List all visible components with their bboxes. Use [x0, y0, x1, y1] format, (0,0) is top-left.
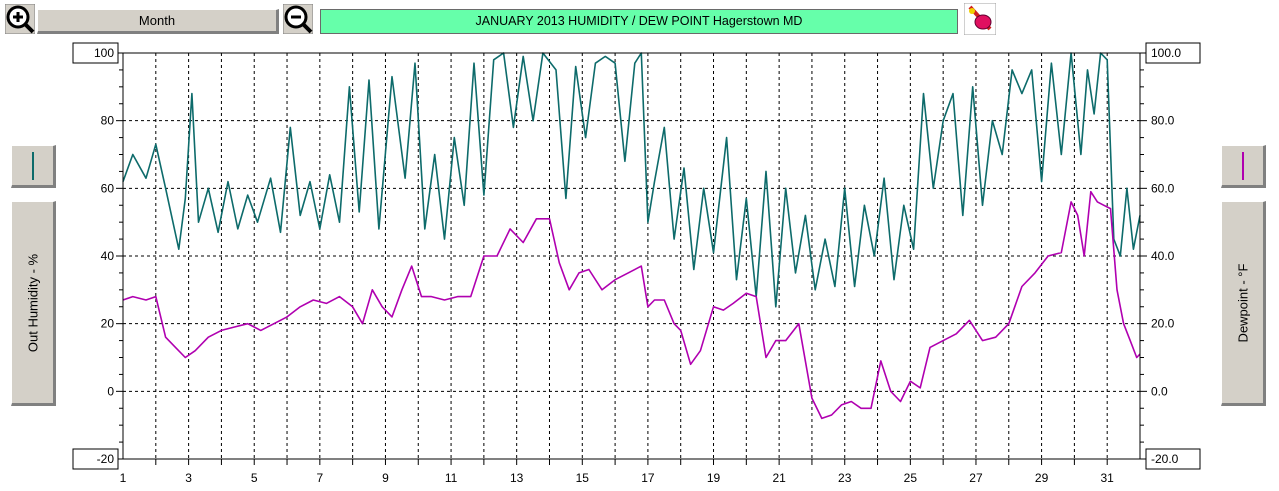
- paint-icon: [963, 2, 997, 36]
- left-tick-label: 0: [107, 384, 114, 398]
- right-tick-box: [1145, 448, 1201, 470]
- x-tick-label: 25: [904, 471, 918, 485]
- paint-button[interactable]: [963, 2, 997, 36]
- x-tick-label: 1: [120, 471, 127, 485]
- left-tick-box: [72, 448, 119, 470]
- dewpoint-series-line: [122, 190, 1141, 420]
- left-tick-label: 20: [101, 317, 115, 331]
- x-tick-label: 27: [969, 471, 983, 485]
- right-tick-label: 80.0: [1151, 114, 1175, 128]
- right-tick-label: 100.0: [1151, 46, 1181, 60]
- x-tick-label: 29: [1035, 471, 1049, 485]
- left-tick-box: [72, 42, 119, 64]
- right-tick-label: 20.0: [1151, 317, 1175, 331]
- right-tick-label: -20.0: [1151, 452, 1179, 466]
- x-tick-label: 9: [382, 471, 389, 485]
- dewpoint-swatch-line: [1242, 152, 1244, 180]
- right-axis-label-button[interactable]: Dewpoint - °F: [1221, 201, 1266, 406]
- x-tick-label: 3: [185, 471, 192, 485]
- dewpoint-legend-swatch[interactable]: [1221, 145, 1266, 188]
- chart-title: JANUARY 2013 HUMIDITY / DEW POINT Hagers…: [320, 9, 958, 34]
- right-tick-label: 0.0: [1151, 384, 1168, 398]
- left-tick-label: 60: [101, 181, 115, 195]
- x-tick-label: 7: [316, 471, 323, 485]
- left-tick-label: -20: [97, 452, 115, 466]
- zoom-out-button[interactable]: [282, 3, 314, 35]
- x-tick-label: 31: [1101, 471, 1115, 485]
- left-axis-label-button[interactable]: Out Humidity - %: [11, 201, 56, 406]
- right-tick-box: [1145, 42, 1201, 64]
- x-tick-label: 23: [838, 471, 852, 485]
- left-tick-label: 80: [101, 114, 115, 128]
- zoom-in-button[interactable]: [4, 3, 36, 35]
- x-tick-label: 13: [510, 471, 524, 485]
- period-button[interactable]: Month: [37, 9, 279, 34]
- x-tick-label: 17: [641, 471, 655, 485]
- left-tick-label: 40: [101, 249, 115, 263]
- right-tick-label: 60.0: [1151, 181, 1175, 195]
- x-tick-label: 19: [707, 471, 721, 485]
- plot-frame: [122, 52, 1141, 460]
- x-tick-label: 5: [251, 471, 258, 485]
- x-tick-label: 21: [772, 471, 786, 485]
- left-tick-label: 100: [94, 46, 114, 60]
- humidity-series-line: [122, 52, 1141, 308]
- x-tick-label: 11: [445, 471, 458, 485]
- zoom-out-icon: [282, 3, 314, 35]
- zoom-in-icon: [4, 3, 36, 35]
- humidity-legend-swatch[interactable]: [11, 145, 56, 188]
- humidity-swatch-line: [32, 152, 34, 180]
- x-tick-label: 15: [576, 471, 590, 485]
- right-tick-label: 40.0: [1151, 249, 1175, 263]
